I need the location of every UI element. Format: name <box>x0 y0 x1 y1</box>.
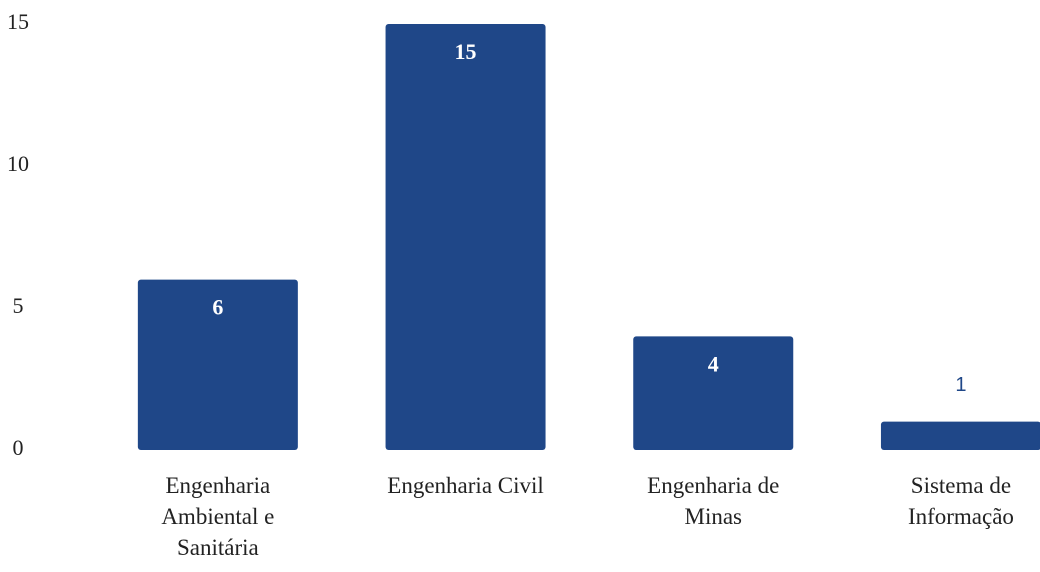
x-tick-label: Sistema de Informação <box>907 473 1014 529</box>
bar <box>137 279 298 450</box>
x-tick-label: Engenharia Civil <box>387 473 544 498</box>
bar <box>880 421 1040 450</box>
y-tick-label: 0 <box>13 435 24 460</box>
data-label: 4 <box>708 351 719 376</box>
x-tick-label: Engenharia Ambiental e Sanitária <box>161 473 275 560</box>
y-tick-label: 15 <box>7 9 29 34</box>
data-label: 15 <box>455 39 477 64</box>
y-tick-label: 10 <box>7 151 29 176</box>
bar <box>385 24 546 450</box>
x-tick-label: Engenharia de Minas <box>647 473 780 529</box>
y-tick-label: 5 <box>13 293 24 318</box>
data-label: 1 <box>955 374 966 396</box>
bar <box>633 336 794 450</box>
data-label: 6 <box>212 295 223 320</box>
